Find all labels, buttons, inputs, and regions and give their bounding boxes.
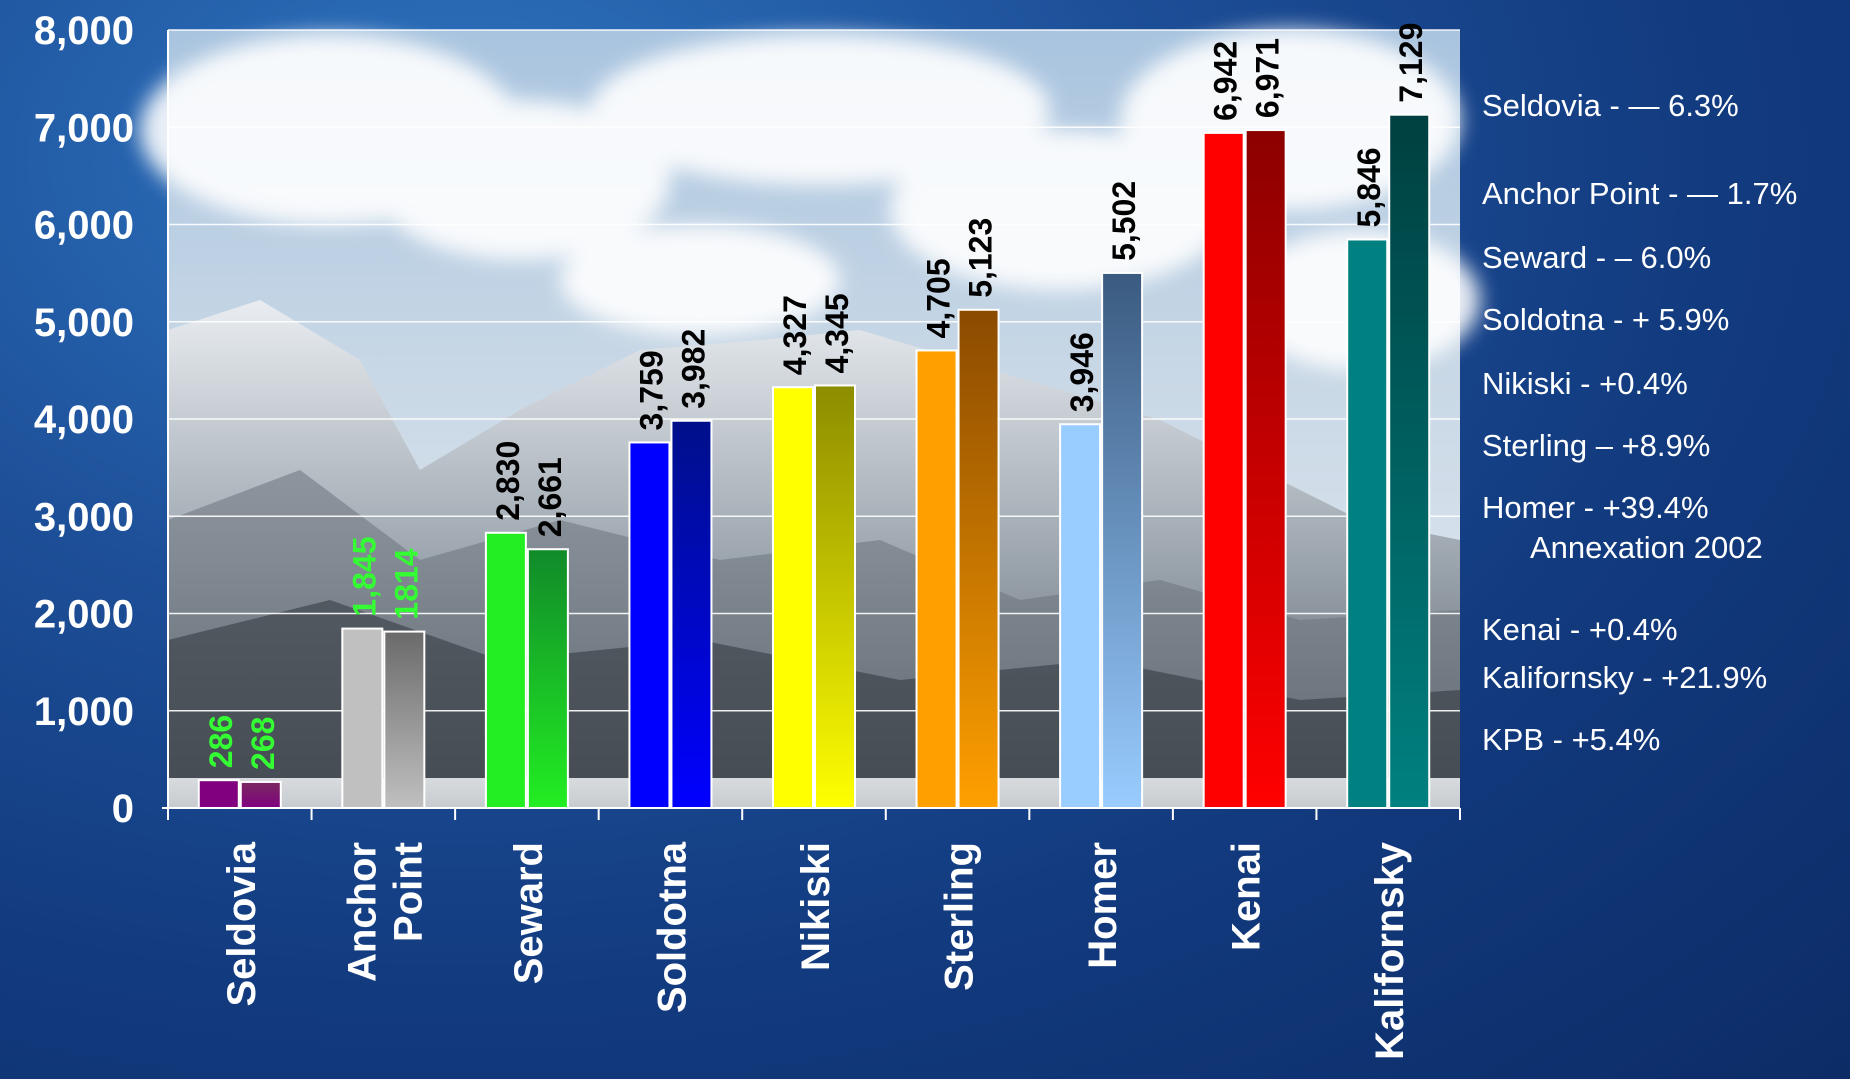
change-note-text: Seldovia - — 6.3% <box>1482 88 1739 123</box>
bar-value-label: 6,942 <box>1208 41 1244 121</box>
change-note: Seward - – 6.0% <box>1482 240 1711 276</box>
bar <box>670 419 713 809</box>
y-tick-label: 3,000 <box>34 495 134 539</box>
bar <box>341 627 384 809</box>
bar <box>1244 129 1287 809</box>
x-category-label: Point <box>386 842 430 942</box>
bar-value-label: 4,345 <box>819 293 855 373</box>
bar-value-label: 3,759 <box>633 350 669 430</box>
change-note-text: Seward - – 6.0% <box>1482 240 1712 275</box>
y-tick-label: 6,000 <box>34 204 134 248</box>
change-note-text: Sterling – +8.9% <box>1482 428 1711 463</box>
change-note: Seldovia - — 6.3% <box>1482 88 1739 124</box>
change-note-text: KPB - +5.4% <box>1482 722 1661 757</box>
x-category-label: Soldotna <box>650 841 694 1013</box>
change-note: Soldotna - + 5.9% <box>1482 302 1729 338</box>
change-note-text: Kalifornsky - +21.9% <box>1482 660 1768 695</box>
bar <box>1346 238 1389 809</box>
bar <box>526 548 569 810</box>
bar-value-label: 5,502 <box>1106 181 1142 261</box>
y-tick-label: 8,000 <box>34 9 134 53</box>
bar-value-label: 268 <box>245 717 281 770</box>
bar-value-label: 7,129 <box>1393 23 1429 103</box>
bar-value-label: 4,327 <box>777 295 813 375</box>
bar <box>239 780 282 810</box>
bar-value-label: 2,661 <box>532 457 568 537</box>
change-note-text: Anchor Point - — 1.7% <box>1482 176 1798 211</box>
bar <box>814 384 856 809</box>
bar-value-label: 2,830 <box>490 441 526 521</box>
change-note: Anchor Point - — 1.7% <box>1482 176 1797 212</box>
y-tick-label: 1,000 <box>34 690 134 734</box>
x-category-label: Anchor <box>340 842 384 982</box>
bar-value-label: 4,705 <box>921 258 957 338</box>
y-tick-label: 4,000 <box>34 398 134 442</box>
bar-value-label: 6,971 <box>1250 38 1286 118</box>
change-note-subtext: Annexation 2002 <box>1530 530 1763 565</box>
bar <box>915 349 958 809</box>
change-note-text: Homer - +39.4% <box>1482 490 1709 525</box>
bar <box>484 531 527 809</box>
y-tick-label: 7,000 <box>34 106 134 150</box>
change-note-text: Kenai - +0.4% <box>1482 612 1678 647</box>
x-category-label: Nikiski <box>794 842 838 971</box>
x-category-label: Sterling <box>938 842 982 991</box>
bar <box>383 630 426 809</box>
bar-value-label: 1,845 <box>346 536 382 616</box>
bar-value-label: 1814 <box>388 548 424 619</box>
change-note-text: Soldotna - + 5.9% <box>1482 302 1730 337</box>
x-category-label: Homer <box>1081 842 1125 969</box>
x-category-label: Kalifornsky <box>1368 841 1412 1060</box>
change-note: Kalifornsky - +21.9% <box>1482 660 1767 696</box>
bar-value-label: 3,982 <box>675 329 711 409</box>
bar <box>628 441 671 809</box>
y-tick-label: 0 <box>112 787 134 831</box>
bar <box>1202 131 1245 809</box>
bar <box>1101 271 1144 810</box>
y-tick-label: 5,000 <box>34 301 134 345</box>
bar <box>957 308 1000 809</box>
x-category-label: Seward <box>507 842 551 984</box>
change-note: Sterling – +8.9% <box>1482 428 1710 464</box>
axes: 0 1,000 2,000 3,000 4,000 5,000 6,000 7,000 8,00… <box>34 9 1461 1060</box>
change-note: Nikiski - +0.4% <box>1482 366 1688 402</box>
bar <box>772 386 814 809</box>
bar-value-label: 5,123 <box>963 218 999 298</box>
bar <box>1059 423 1102 809</box>
bar <box>1388 113 1431 809</box>
change-note: KPB - +5.4% <box>1482 722 1660 758</box>
x-category-label: Seldovia <box>220 841 264 1006</box>
change-note-text: Nikiski - +0.4% <box>1482 366 1688 401</box>
bars: 286 268 1,845 1814 2,830 2,661 3,759 3,982 4,327… <box>197 23 1431 810</box>
change-note: Kenai - +0.4% <box>1482 612 1678 648</box>
x-category-label: Kenai <box>1225 842 1269 951</box>
y-tick-label: 2,000 <box>34 593 134 637</box>
change-notes: Seldovia - — 6.3% Anchor Point - — 1.7% Se… <box>1482 0 1850 1079</box>
bar-value-label: 286 <box>203 715 239 768</box>
bar-value-label: 5,846 <box>1351 147 1387 227</box>
change-note: Homer - +39.4% Annexation 2002 <box>1482 490 1763 566</box>
bar-value-label: 3,946 <box>1064 332 1100 412</box>
bar <box>197 779 240 810</box>
